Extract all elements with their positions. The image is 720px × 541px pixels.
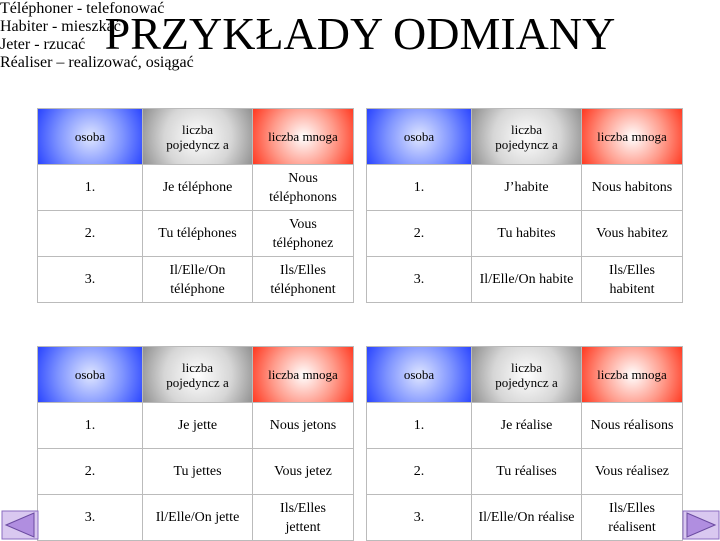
table-cell: Il/Elle/On téléphone [142, 256, 253, 303]
section-heading: Réaliser – realizować, osiągać [0, 54, 194, 71]
table-row: 1. Je réalise Nous réalisons [366, 402, 683, 449]
table-cell: Vous réalisez [581, 448, 683, 495]
table-cell: Il/Elle/On jette [142, 494, 253, 541]
table-row: 3. Il/Elle/On téléphone Ils/Elles téléphon… [37, 256, 354, 303]
header-cell: liczba mnoga [581, 346, 683, 403]
table-cell: Tu habites [471, 210, 582, 257]
table-cell: 2. [366, 448, 472, 495]
header-text: liczba pojedyncz a [495, 359, 558, 390]
slide-title: PRZYKŁADY ODMIANY [104, 8, 616, 59]
header-cell: liczba mnoga [581, 108, 683, 165]
table-cell: 2. [37, 210, 143, 257]
table-cell: Vous jetez [252, 448, 354, 495]
table-cell: Ils/Elles jettent [252, 494, 354, 541]
table-cell: Vous téléphonez [252, 210, 354, 257]
header-text: liczba pojedyncz a [495, 121, 558, 152]
table-cell: Ils/Elles téléphonent [252, 256, 354, 303]
table-cell: Nous réalisons [581, 402, 683, 449]
table-cell: Vous habitez [581, 210, 683, 257]
table-cell: Nous jetons [252, 402, 354, 449]
table-cell: Nous téléphonons [252, 164, 354, 211]
table-cell: J’habite [471, 164, 582, 211]
conjugation-table: osoba liczba pojedyncz a liczba mnoga 1. J’h… [366, 108, 683, 303]
table-cell: 3. [366, 494, 472, 541]
table-row: 3. Il/Elle/On habite Ils/Elles habitent [366, 256, 683, 303]
table-cell: Ils/Elles réalisent [581, 494, 683, 541]
table-cell: 1. [37, 164, 143, 211]
section-heading: Téléphoner - telefonować [0, 0, 165, 17]
table-row: 1. Je jette Nous jetons [37, 402, 354, 449]
header-cell: osoba [37, 108, 143, 165]
header-cell: liczba pojedyncz a [142, 346, 253, 403]
table-cell: 2. [37, 448, 143, 495]
table-row: 2. Tu téléphones Vous téléphonez [37, 210, 354, 257]
table-cell: Il/Elle/On habite [471, 256, 582, 303]
table-cell: Je téléphone [142, 164, 253, 211]
table-cell: Ils/Elles habitent [581, 256, 683, 303]
header-row: osoba liczba pojedyncz a liczba mnoga [366, 346, 683, 403]
table-cell: Je jette [142, 402, 253, 449]
header-cell: liczba mnoga [252, 108, 354, 165]
header-cell: liczba pojedyncz a [471, 346, 582, 403]
table-cell: 3. [37, 494, 143, 541]
table-cell: Tu réalises [471, 448, 582, 495]
header-text: liczba pojedyncz a [166, 121, 229, 152]
table-cell: Tu jettes [142, 448, 253, 495]
header-cell: liczba pojedyncz a [142, 108, 253, 165]
conjugation-table: osoba liczba pojedyncz a liczba mnoga 1. Je … [37, 108, 354, 303]
table-row: 1. Je téléphone Nous téléphonons [37, 164, 354, 211]
table-cell: 3. [366, 256, 472, 303]
header-text: osoba [403, 367, 435, 382]
header-text: liczba mnoga [597, 129, 667, 144]
header-cell: osoba [37, 346, 143, 403]
next-button[interactable] [682, 510, 720, 540]
header-text: osoba [74, 367, 106, 382]
table-row: 2. Tu réalises Vous réalisez [366, 448, 683, 495]
section-heading: Jeter - rzucać [0, 36, 86, 53]
section-heading: Habiter - mieszkać [0, 18, 121, 35]
table-cell: 1. [366, 402, 472, 449]
table-cell: 2. [366, 210, 472, 257]
table-cell: Je réalise [471, 402, 582, 449]
header-row: osoba liczba pojedyncz a liczba mnoga [37, 108, 354, 165]
header-cell: liczba pojedyncz a [471, 108, 582, 165]
table-cell: Tu téléphones [142, 210, 253, 257]
table-row: 2. Tu habites Vous habitez [366, 210, 683, 257]
header-text: osoba [74, 129, 106, 144]
conjugation-table: osoba liczba pojedyncz a liczba mnoga 1. Je … [37, 346, 354, 541]
header-cell: osoba [366, 108, 472, 165]
header-text: liczba mnoga [268, 129, 338, 144]
table-row: 3. Il/Elle/On jette Ils/Elles jettent [37, 494, 354, 541]
table-cell: 1. [37, 402, 143, 449]
header-text: osoba [403, 129, 435, 144]
header-cell: liczba mnoga [252, 346, 354, 403]
prev-button[interactable] [1, 510, 39, 540]
header-row: osoba liczba pojedyncz a liczba mnoga [366, 108, 683, 165]
header-text: liczba mnoga [268, 367, 338, 382]
header-cell: osoba [366, 346, 472, 403]
header-text: liczba mnoga [597, 367, 667, 382]
table-row: 1. J’habite Nous habitons [366, 164, 683, 211]
table-cell: Nous habitons [581, 164, 683, 211]
table-cell: Il/Elle/On réalise [471, 494, 582, 541]
table-cell: 3. [37, 256, 143, 303]
table-row: 3. Il/Elle/On réalise Ils/Elles réalisent [366, 494, 683, 541]
conjugation-table: osoba liczba pojedyncz a liczba mnoga 1. Je … [366, 346, 683, 541]
table-cell: 1. [366, 164, 472, 211]
header-row: osoba liczba pojedyncz a liczba mnoga [37, 346, 354, 403]
table-row: 2. Tu jettes Vous jetez [37, 448, 354, 495]
header-text: liczba pojedyncz a [166, 359, 229, 390]
